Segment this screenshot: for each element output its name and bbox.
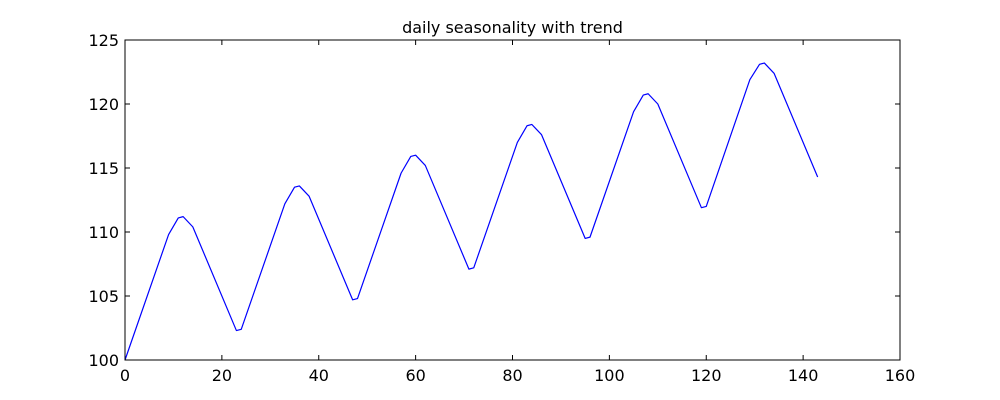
chart-title: daily seasonality with trend (402, 18, 623, 37)
y-tick-label: 125 (88, 31, 119, 50)
x-tick-label: 40 (309, 366, 329, 385)
y-tick-label: 105 (88, 287, 119, 306)
x-tick-label: 140 (788, 366, 819, 385)
plot-frame (124, 39, 901, 361)
series-line (124, 62, 819, 361)
x-tick-label: 80 (502, 366, 522, 385)
x-tick-label: 60 (405, 366, 425, 385)
x-tick-label: 100 (594, 366, 625, 385)
x-tick-label: 0 (120, 366, 130, 385)
plot-series (124, 62, 819, 361)
y-tick-label: 115 (88, 159, 119, 178)
y-tick-label: 120 (88, 95, 119, 114)
x-tick-label: 20 (212, 366, 232, 385)
x-tick-label: 120 (691, 366, 722, 385)
axis-ticks: 0 20 40 60 80 100 120 140 160 100 105 110 115 120 125 (88, 31, 915, 385)
y-tick-label: 110 (88, 223, 119, 242)
y-tick-label: 100 (88, 351, 119, 370)
x-tick-label: 160 (885, 366, 916, 385)
